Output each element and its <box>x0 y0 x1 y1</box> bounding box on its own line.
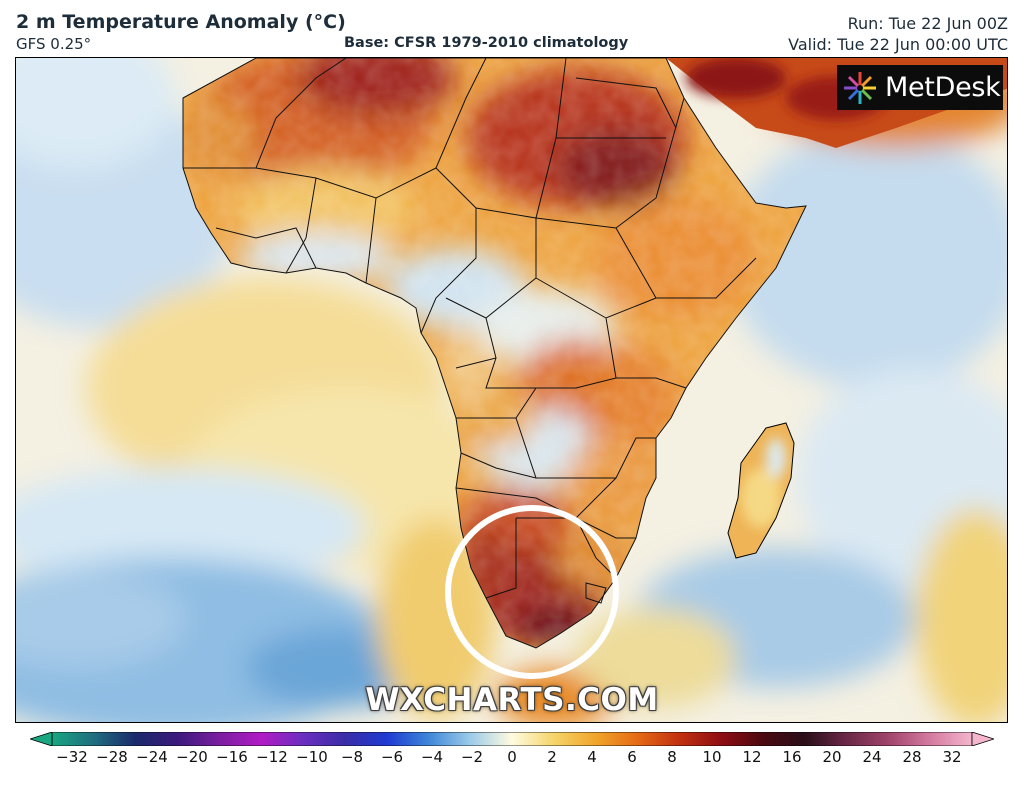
colorbar-gradient <box>51 732 973 746</box>
colorbar-min-arrow <box>30 732 53 746</box>
color-scale-bar <box>30 732 994 746</box>
model-label: GFS 0.25° <box>16 35 92 53</box>
metdesk-logo: MetDesk <box>837 65 1003 110</box>
colorbar-tick-label: 24 <box>862 748 882 766</box>
color-scale-ticks: −32 −28 −24 −20 −16 −12 −10 −8 −6 −4 −2 0 2 4 6 8 10 12 16… <box>0 748 1024 768</box>
colorbar-tick-label: 12 <box>742 748 762 766</box>
colorbar-tick-label: 20 <box>822 748 842 766</box>
colorbar-tick-label: 2 <box>547 748 557 766</box>
madagascar-coast <box>727 422 795 559</box>
map-title: 2 m Temperature Anomaly (°C) <box>16 11 346 33</box>
colorbar-tick-label: 16 <box>782 748 802 766</box>
colorbar-tick-label: 0 <box>507 748 517 766</box>
temperature-anomaly-map <box>15 57 1008 723</box>
colorbar-tick-label: 8 <box>667 748 677 766</box>
colorbar-tick-label: −12 <box>256 748 288 766</box>
borders <box>182 58 807 649</box>
colorbar-tick-label: 10 <box>702 748 722 766</box>
colorbar-tick-label: −2 <box>460 748 484 766</box>
colorbar-tick-label: −28 <box>96 748 128 766</box>
map-canvas <box>16 58 1007 722</box>
colorbar-tick-label: −10 <box>296 748 328 766</box>
wxcharts-watermark: WXCHARTS.COM <box>365 682 659 718</box>
base-climatology-label: Base: CFSR 1979-2010 climatology <box>344 35 629 51</box>
run-time-label: Run: Tue 22 Jun 00Z <box>847 14 1008 33</box>
colorbar-tick-label: 4 <box>587 748 597 766</box>
colorbar-tick-label: 28 <box>902 748 922 766</box>
colorbar-max-arrow <box>971 732 994 746</box>
highlight-circle <box>445 505 619 679</box>
valid-time-label: Valid: Tue 22 Jun 00:00 UTC <box>788 35 1008 54</box>
metdesk-logo-text: MetDesk <box>885 72 1001 103</box>
ocean-anomaly-field <box>16 58 1007 722</box>
colorbar-tick-label: −16 <box>216 748 248 766</box>
colorbar-tick-label: −24 <box>136 748 168 766</box>
colorbar-tick-label: 6 <box>627 748 637 766</box>
colorbar-tick-label: −4 <box>420 748 444 766</box>
colorbar-tick-label: 32 <box>942 748 962 766</box>
colorbar-tick-label: −8 <box>340 748 364 766</box>
colorbar-tick-label: −20 <box>176 748 208 766</box>
colorbar-tick-label: −6 <box>380 748 404 766</box>
colorbar-tick-label: −32 <box>56 748 88 766</box>
metdesk-burst-icon <box>844 71 876 104</box>
